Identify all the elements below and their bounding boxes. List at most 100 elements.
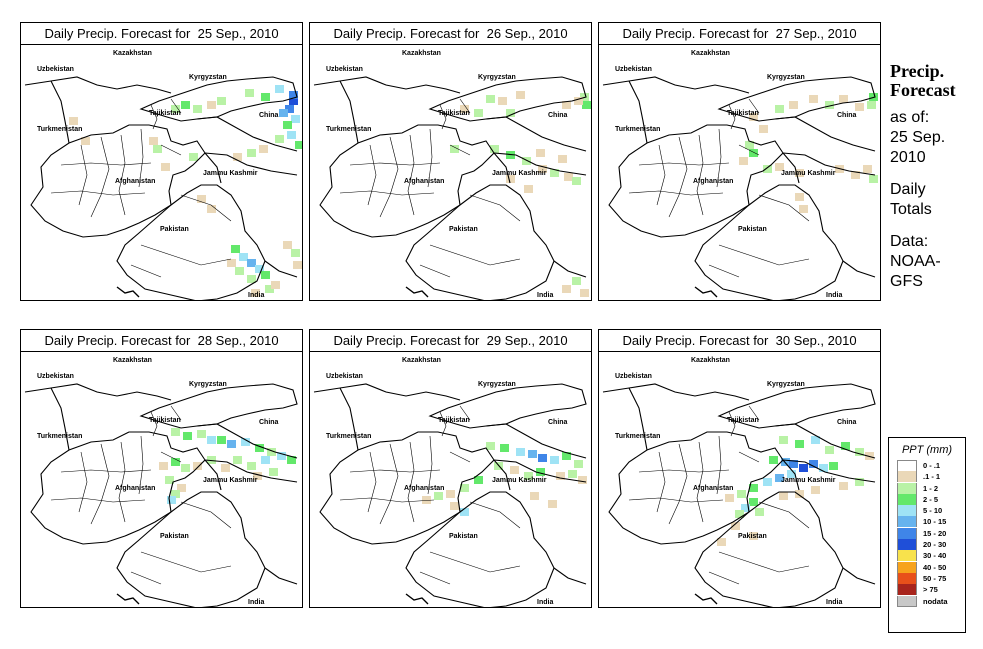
legend-swatch: [897, 550, 917, 562]
map-area: Kazakhstan Uzbekistan Kyrgyzstan Tajikistan…: [310, 45, 591, 300]
precip-cell: [516, 91, 525, 99]
label-tajikistan: Tajikistan: [727, 110, 759, 117]
legend-swatch: [897, 505, 917, 517]
precip-cell: [536, 149, 545, 157]
precip-cell: [863, 165, 872, 173]
province-border: [339, 190, 435, 196]
country-border: [264, 260, 298, 278]
precip-cell: [558, 155, 567, 163]
precip-cell: [572, 177, 581, 185]
legend-label: 40 - 50: [923, 562, 947, 572]
region-map: Kazakhstan Uzbekistan Kyrgyzstan Tajikistan…: [313, 50, 591, 300]
precip-cell: [259, 145, 268, 153]
precip-cell: [235, 267, 244, 275]
label-tajikistan: Tajikistan: [727, 417, 759, 424]
precip-cell: [855, 478, 864, 486]
legend-item: 20 - 30: [889, 539, 965, 551]
province-border: [419, 571, 451, 585]
precip-cell: [855, 103, 864, 111]
asof-line1: as of:: [890, 109, 930, 126]
precip-cell: [763, 165, 772, 173]
precip-cell: [745, 141, 754, 149]
province-border: [696, 441, 704, 523]
legend-swatch: [897, 516, 917, 528]
legend-label: 20 - 30: [923, 540, 947, 550]
country-border: [204, 152, 298, 176]
precip-cell: [241, 438, 250, 446]
precip-cell: [239, 253, 248, 261]
precip-cell: [524, 472, 533, 480]
data-line3: GFS: [890, 273, 923, 290]
precip-cell: [811, 436, 820, 444]
precip-cell: [247, 149, 256, 157]
label-kyrgyzstan: Kyrgyzstan: [478, 381, 516, 388]
precip-cell: [749, 498, 758, 506]
country-border: [264, 567, 298, 585]
asof-line3: 2010: [890, 149, 926, 166]
province-border: [78, 451, 88, 513]
precip-cell: [839, 95, 848, 103]
precip-cell: [171, 458, 180, 466]
country-border: [196, 423, 298, 459]
province-border: [60, 469, 152, 473]
precip-cell: [221, 464, 230, 472]
totals-line2: Totals: [890, 201, 932, 218]
legend-label: .1 - 1: [923, 472, 941, 482]
province-border: [78, 144, 88, 206]
province-border: [628, 497, 724, 503]
label-afghanistan: Afghanistan: [404, 485, 444, 492]
label-india: India: [537, 599, 553, 606]
legend-item: > 75: [889, 584, 965, 596]
label-china: China: [259, 112, 279, 119]
precip-cell: [261, 271, 270, 279]
legend-swatch: [897, 471, 917, 483]
legend-item: 1 - 2: [889, 482, 965, 494]
map-area: Kazakhstan Uzbekistan Kyrgyzstan Tajikistan…: [599, 352, 880, 607]
country-border: [493, 459, 587, 483]
province-border: [638, 469, 730, 473]
precip-cell: [867, 101, 876, 109]
legend-item: 2 - 5: [889, 493, 965, 505]
province-border: [708, 264, 740, 278]
label-tajikistan: Tajikistan: [438, 417, 470, 424]
precip-cell: [572, 277, 581, 285]
label-afghanistan: Afghanistan: [115, 485, 155, 492]
label-turkmenistan: Turkmenistan: [326, 126, 371, 133]
precip-cell: [749, 532, 758, 540]
label-india: India: [826, 599, 842, 606]
precip-cell: [568, 470, 577, 478]
precip-cell: [289, 97, 298, 105]
label-pakistan: Pakistan: [160, 533, 189, 540]
precip-cell: [450, 502, 459, 510]
legend-item: 5 - 10: [889, 505, 965, 517]
precip-cell: [763, 478, 772, 486]
precip-cell: [787, 470, 796, 478]
label-jammu-kashmir: Jammu Kashmir: [492, 170, 547, 177]
precip-cell: [161, 163, 170, 171]
province-border: [459, 98, 471, 114]
precip-cell: [171, 105, 180, 113]
label-tajikistan: Tajikistan: [149, 110, 181, 117]
coastline: [405, 593, 429, 605]
precip-cell: [500, 444, 509, 452]
precip-cell: [574, 460, 583, 468]
precip-cell: [261, 456, 270, 464]
precip-cell: [189, 153, 198, 161]
forecast-panel-5: Daily Precip. Forecast for 29 Sep., 2010…: [309, 329, 592, 608]
label-pakistan: Pakistan: [738, 226, 767, 233]
country-border: [602, 383, 750, 401]
precip-cell: [287, 131, 296, 139]
label-india: India: [248, 292, 264, 299]
province-border: [407, 441, 415, 523]
country-border: [50, 387, 70, 451]
label-jammu-kashmir: Jammu Kashmir: [781, 477, 836, 484]
precip-cell: [510, 466, 519, 474]
legend-label: 15 - 20: [923, 528, 947, 538]
legend-label: 1 - 2: [923, 483, 939, 493]
label-jammu-kashmir: Jammu Kashmir: [203, 170, 258, 177]
precip-cell: [197, 430, 206, 438]
province-border: [656, 144, 666, 206]
precip-cell: [149, 137, 158, 145]
map-area: Kazakhstan Uzbekistan Kyrgyzstan Tajikistan…: [21, 45, 302, 300]
precip-cell: [498, 97, 507, 105]
